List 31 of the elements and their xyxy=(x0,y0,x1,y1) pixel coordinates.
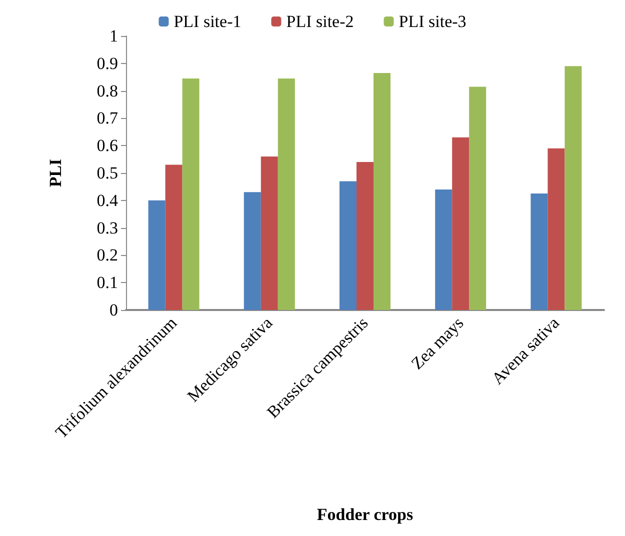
bar xyxy=(548,148,565,310)
bar xyxy=(244,192,261,310)
y-axis-title: PLI xyxy=(46,158,65,188)
y-tick-label: 0.7 xyxy=(96,108,118,128)
bar xyxy=(356,162,374,310)
x-axis-title: Fodder crops xyxy=(316,505,414,524)
bar xyxy=(148,200,166,310)
y-tick-label: 0.6 xyxy=(96,136,118,156)
bar xyxy=(564,66,582,310)
bar xyxy=(435,189,452,310)
y-tick-label: 0.3 xyxy=(96,218,118,238)
legend-label: PLI site-1 xyxy=(174,12,242,31)
bar xyxy=(340,181,356,310)
y-tick-label: 0.5 xyxy=(96,164,118,182)
y-tick-label: 0.1 xyxy=(96,273,118,292)
y-tick-label: 0.8 xyxy=(96,81,118,100)
y-tick-label: 0.9 xyxy=(96,54,118,73)
y-tick-label: 0 xyxy=(110,300,118,320)
bar xyxy=(530,194,548,310)
bar xyxy=(374,72,390,310)
bar xyxy=(278,78,295,310)
bar xyxy=(182,78,200,310)
bar xyxy=(469,86,486,310)
bar xyxy=(260,156,278,310)
y-tick-label: 1 xyxy=(110,26,118,46)
bar xyxy=(452,137,470,310)
legend-label: PLI site-2 xyxy=(286,12,354,31)
legend-label: PLI site-3 xyxy=(398,12,466,31)
bar xyxy=(165,164,182,310)
y-tick-label: 0.2 xyxy=(96,246,118,265)
y-tick-label: 0.4 xyxy=(96,190,118,210)
